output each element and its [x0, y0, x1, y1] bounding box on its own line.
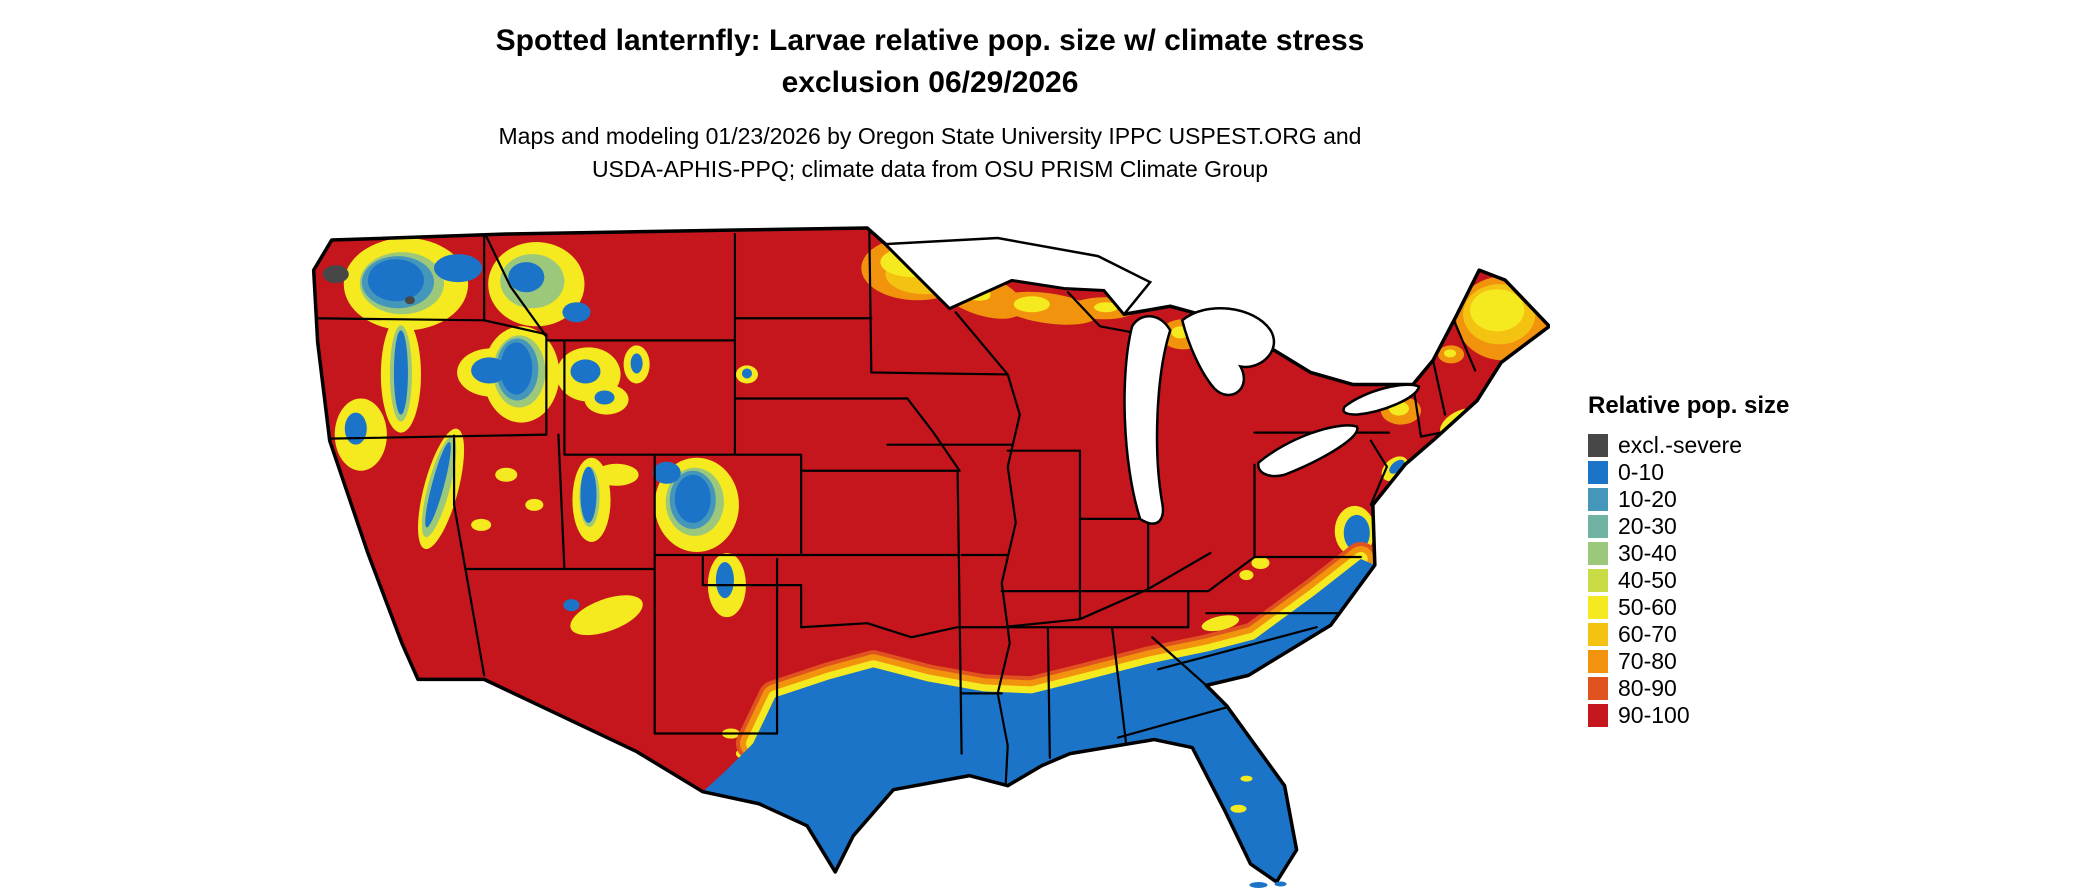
legend-swatch — [1588, 488, 1608, 511]
terrain-patch — [495, 467, 518, 482]
legend-label: 40-50 — [1618, 567, 1677, 593]
legend-item: 30-40 — [1588, 540, 1789, 567]
legend-item: 10-20 — [1588, 486, 1789, 513]
legend-label: excl.-severe — [1618, 432, 1742, 458]
terrain-patch — [508, 262, 545, 293]
map-subtitle-line2: USDA-APHIS-PPQ; climate data from OSU PR… — [591, 156, 1269, 183]
legend-item: 20-30 — [1588, 513, 1789, 540]
terrain-patch — [1170, 765, 1187, 772]
legend-swatch — [1588, 677, 1608, 700]
legend-label: 60-70 — [1618, 621, 1677, 647]
terrain-patch — [1343, 514, 1370, 551]
legend-swatch — [1588, 461, 1608, 484]
map-population-layer — [313, 228, 1550, 882]
legend-swatch — [1588, 569, 1608, 592]
lake-ontario-shape — [1342, 383, 1421, 416]
legend-label: 20-30 — [1618, 513, 1677, 539]
terrain-patch — [500, 342, 533, 395]
legend-title: Relative pop. size — [1588, 392, 1790, 419]
legend-swatch — [1588, 650, 1608, 673]
terrain-patch — [404, 296, 415, 305]
legend-swatch — [1588, 596, 1608, 619]
legend-label: 10-20 — [1618, 486, 1677, 512]
map-subtitle: Maps and modeling 01/23/2026 by Oregon S… — [330, 120, 1530, 187]
legend-label: 70-80 — [1618, 648, 1677, 674]
terrain-patch — [563, 599, 580, 612]
terrain-patch — [594, 463, 639, 486]
terrain-patch — [471, 518, 492, 531]
terrain-patch — [525, 498, 544, 511]
terrain-patch — [594, 390, 615, 405]
legend-label: 50-60 — [1618, 594, 1677, 620]
terrain-patch — [1201, 615, 1240, 632]
terrain-patch — [562, 302, 591, 323]
southern-0-10-region — [702, 559, 1375, 882]
legend-label: 30-40 — [1618, 540, 1677, 566]
terrain-patch — [322, 265, 349, 284]
legend-item: 80-90 — [1588, 675, 1789, 702]
lake-michigan-shape — [1123, 315, 1172, 525]
terrain-patch — [1230, 804, 1247, 813]
terrain-patch — [1093, 302, 1119, 313]
terrain-patch — [955, 802, 970, 809]
legend-label: 90-100 — [1618, 702, 1690, 728]
us-map — [305, 222, 1550, 890]
terrain-patch — [741, 368, 752, 379]
terrain-patch — [898, 819, 917, 828]
terrain-patch — [570, 359, 601, 384]
legend-swatch — [1588, 704, 1608, 727]
lake-superior-shape — [882, 236, 1153, 317]
terrain-patch — [580, 466, 597, 523]
terrain-patch — [715, 562, 734, 599]
legend-item: excl.-severe — [1588, 432, 1789, 459]
terrain-patch — [425, 442, 451, 528]
legend-item: 0-10 — [1588, 459, 1789, 486]
terrain-patch — [1251, 557, 1270, 570]
legend-item: 50-60 — [1588, 594, 1789, 621]
terrain-patch — [1389, 459, 1405, 474]
terrain-patch — [1470, 289, 1525, 332]
map-title-line2: exclusion 06/29/2026 — [781, 66, 1079, 99]
terrain-patch — [570, 595, 643, 636]
legend-item: 60-70 — [1588, 621, 1789, 648]
map-title: Spotted lanternfly: Larvae relative pop.… — [330, 20, 1530, 104]
florida-keys — [1249, 881, 1268, 888]
legend-swatch — [1588, 434, 1608, 457]
terrain-patch — [630, 353, 643, 374]
terrain-patch — [471, 357, 508, 384]
legend-item: 70-80 — [1588, 648, 1789, 675]
state-borders — [313, 230, 1477, 785]
legend-item: 90-100 — [1588, 702, 1789, 729]
lake-huron-shape — [1180, 307, 1276, 397]
legend-label: 80-90 — [1618, 675, 1677, 701]
terrain-patch — [674, 474, 711, 523]
terrain-patch — [367, 259, 424, 302]
terrain-patch — [1240, 775, 1253, 782]
legend-label: 0-10 — [1618, 459, 1665, 485]
legend-swatch — [1588, 623, 1608, 646]
map-subtitle-line1: Maps and modeling 01/23/2026 by Oregon S… — [498, 123, 1362, 149]
map-title-line1: Spotted lanternfly: Larvae relative pop.… — [495, 24, 1365, 57]
terrain-patch — [393, 330, 408, 415]
terrain-patch — [344, 412, 367, 445]
terrain-patch — [1013, 296, 1050, 313]
legend-swatch — [1588, 542, 1608, 565]
legend: Relative pop. size excl.-severe 0-10 10-20… — [1588, 392, 1789, 729]
terrain-patch — [434, 254, 483, 283]
lake-erie-shape — [1257, 424, 1359, 478]
legend-items: excl.-severe 0-10 10-20 20-30 30-40 40-50 50-6… — [1588, 432, 1789, 729]
terrain-patch — [1239, 570, 1254, 581]
us-map-svg — [311, 226, 1550, 888]
florida-keys — [1274, 881, 1287, 887]
terrain-patch — [1444, 349, 1457, 358]
legend-swatch — [1588, 515, 1608, 538]
terrain-patch — [652, 461, 681, 484]
legend-item: 40-50 — [1588, 567, 1789, 594]
